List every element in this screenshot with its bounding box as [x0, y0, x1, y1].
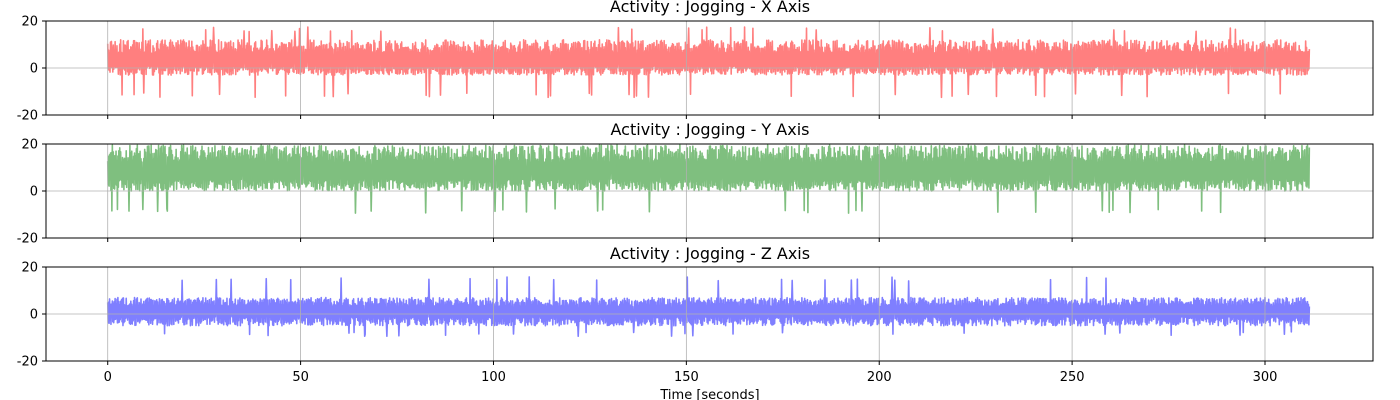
y-tick-label: -20 [17, 355, 38, 370]
x-tick-label: 250 [1060, 370, 1085, 385]
x-axis-label: Time [seconds] [659, 388, 759, 400]
subplot-title: Activity : Jogging - Z Axis [610, 244, 810, 263]
subplot-y-axis: -20 0 20 Activity : Jogging - Y Axis [17, 120, 1374, 247]
y-tick-label: 0 [30, 62, 38, 77]
series-line [106, 26, 1311, 99]
x-tick-label: 100 [481, 370, 506, 385]
x-tick-label: 0 [104, 370, 112, 385]
y-tick-label: 0 [30, 185, 38, 200]
y-tick-label: 0 [30, 308, 38, 323]
y-tick-label: 20 [21, 138, 38, 153]
x-tick-label: 300 [1253, 370, 1278, 385]
series-line [106, 276, 1311, 338]
y-tick-label: -20 [17, 232, 38, 247]
x-tick-label: 150 [674, 370, 699, 385]
series-line [106, 144, 1311, 214]
x-tick-label: 50 [292, 370, 309, 385]
x-tick-label: 200 [867, 370, 892, 385]
y-tick-label: 20 [21, 15, 38, 30]
subplot-x-axis: -20 0 20 Activity : Jogging - X Axis [17, 0, 1374, 124]
y-tick-label: -20 [17, 109, 38, 124]
subplot-title: Activity : Jogging - Y Axis [611, 120, 810, 139]
y-tick-label: 20 [21, 261, 38, 276]
subplot-title: Activity : Jogging - X Axis [610, 0, 810, 16]
